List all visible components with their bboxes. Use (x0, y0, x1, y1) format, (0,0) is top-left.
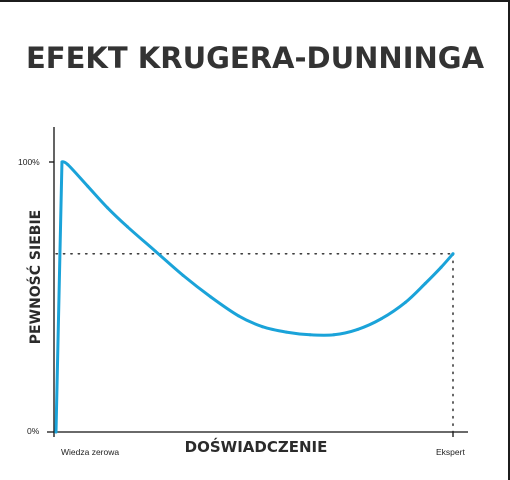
data-point-13 (332, 333, 336, 337)
chart-title: EFEKT KRUGERA-DUNNINGA (26, 41, 485, 75)
top-border-line (0, 0, 510, 2)
data-point-0 (54, 430, 58, 434)
data-point-6 (153, 249, 157, 253)
data-point-17 (423, 282, 427, 285)
y-axis-title: PEWNOŚĆ SIEBIE (26, 210, 44, 344)
data-point-18 (439, 265, 443, 269)
data-point-4 (106, 206, 110, 210)
x-axis-title: DOŚWIADCZENIE (185, 437, 328, 456)
data-point-15 (380, 317, 384, 321)
data-point-5 (125, 225, 129, 229)
series-line (54, 160, 455, 434)
y-tick-label-bottom: 0% (27, 426, 40, 436)
series-points (54, 160, 455, 434)
data-point-1 (60, 160, 64, 164)
data-point-19 (451, 252, 455, 256)
data-point-11 (284, 330, 288, 334)
right-border-line (508, 0, 510, 480)
data-point-14 (356, 327, 360, 331)
data-point-9 (237, 314, 241, 318)
data-point-8 (209, 295, 213, 299)
x-tick-label-right: Ekspert (436, 447, 465, 457)
reference-lines (55, 253, 454, 433)
data-point-7 (181, 273, 185, 277)
data-point-3 (86, 184, 90, 188)
data-point-16 (403, 300, 407, 304)
data-point-2 (66, 163, 70, 167)
x-tick-label-left: Wiedza zerowa (61, 447, 119, 457)
chart-axes (47, 127, 468, 437)
data-point-10 (260, 325, 264, 329)
data-point-12 (308, 333, 312, 337)
y-tick-label-top: 100% (18, 157, 40, 167)
